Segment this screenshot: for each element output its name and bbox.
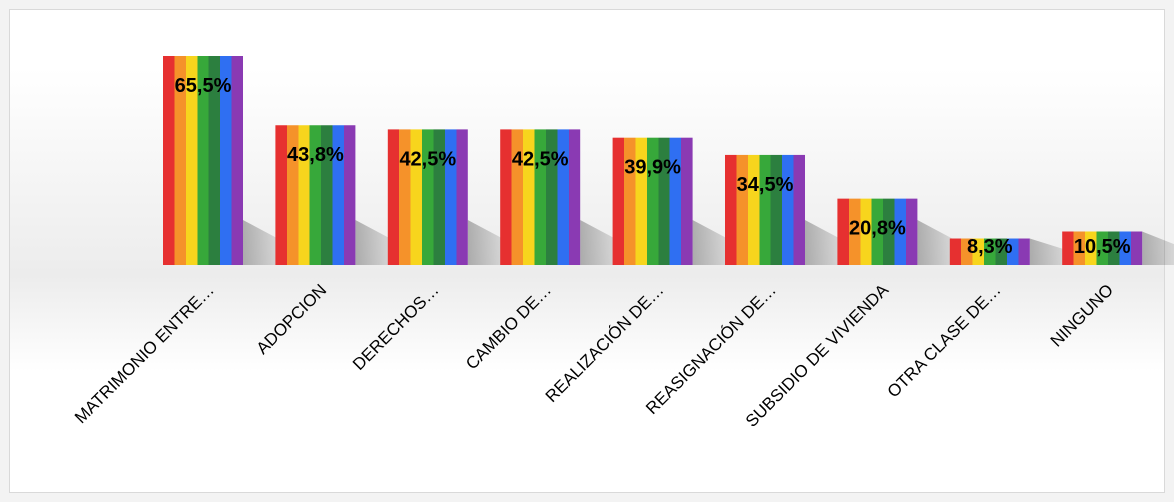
category-tick-label: REASIGNACIÓN DE… xyxy=(642,280,780,418)
data-label: 34,5% xyxy=(737,174,794,196)
data-label: 42,5% xyxy=(512,148,569,170)
category-tick-label: MATRIMONIO ENTRE… xyxy=(71,280,218,427)
data-label: 43,8% xyxy=(287,144,344,166)
bar xyxy=(500,129,581,265)
data-label: 10,5% xyxy=(1074,236,1131,258)
bar xyxy=(837,198,918,265)
bar xyxy=(949,238,1030,265)
data-label: 39,9% xyxy=(624,157,681,179)
data-label: 8,3% xyxy=(967,236,1013,258)
data-label: 65,5% xyxy=(175,75,232,97)
category-tick-label: OTRA CLASE DE… xyxy=(884,280,1005,401)
bar xyxy=(612,137,693,265)
data-label: 42,5% xyxy=(399,148,456,170)
data-label: 20,8% xyxy=(849,218,906,240)
category-tick-label: CAMBIO DE… xyxy=(462,280,555,373)
bar xyxy=(1062,231,1143,265)
category-tick-label: REALIZACIÓN DE… xyxy=(542,280,668,406)
bar xyxy=(163,56,243,265)
bar-shadow xyxy=(1142,231,1174,265)
category-tick-label: DERECHOS… xyxy=(349,280,443,374)
bar xyxy=(275,125,356,266)
category-tick-label: NINGUNO xyxy=(1047,280,1117,350)
bar xyxy=(725,154,805,265)
category-tick-label: ADOPCION xyxy=(253,280,331,358)
bar xyxy=(387,129,468,265)
